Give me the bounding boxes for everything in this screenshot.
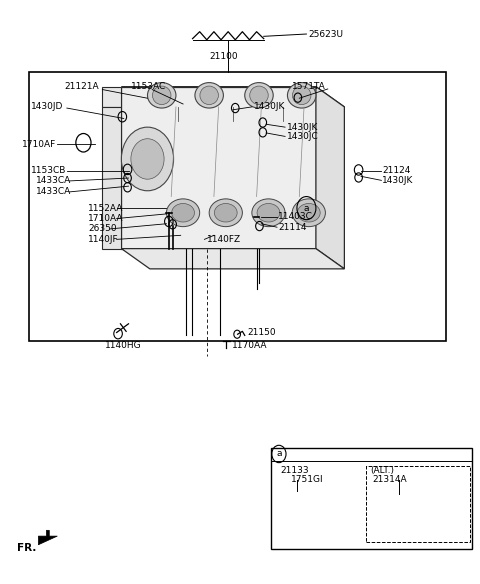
Text: 21133: 21133 [280, 465, 309, 475]
Ellipse shape [172, 203, 194, 222]
Polygon shape [102, 86, 121, 107]
Text: 11403C: 11403C [278, 213, 313, 221]
Text: a: a [276, 450, 282, 458]
Text: 1433CA: 1433CA [36, 187, 71, 196]
Ellipse shape [288, 82, 316, 108]
Text: 1430JK: 1430JK [383, 176, 414, 185]
Ellipse shape [209, 199, 242, 227]
Ellipse shape [200, 86, 218, 105]
Text: 1430JD: 1430JD [31, 102, 64, 112]
Bar [29, 72, 446, 341]
Text: 25623U: 25623U [309, 30, 344, 39]
Text: 1430JK: 1430JK [254, 102, 286, 112]
Text: FR.: FR. [17, 543, 36, 552]
Polygon shape [121, 86, 344, 107]
Text: 1152AA: 1152AA [88, 204, 123, 213]
Text: 21114: 21114 [278, 223, 306, 232]
Text: 1710AA: 1710AA [88, 214, 124, 223]
Ellipse shape [195, 82, 223, 108]
Ellipse shape [250, 86, 268, 105]
Text: 1140HG: 1140HG [105, 340, 142, 350]
Ellipse shape [292, 199, 325, 227]
Text: 26350: 26350 [88, 224, 117, 234]
Text: 1140JF: 1140JF [88, 235, 119, 244]
Text: 1430JK: 1430JK [288, 123, 319, 131]
Text: 1571TA: 1571TA [292, 82, 326, 91]
Polygon shape [38, 530, 57, 545]
Ellipse shape [298, 203, 320, 222]
Ellipse shape [147, 82, 176, 108]
Bar [271, 448, 472, 550]
Text: 21121A: 21121A [64, 82, 99, 91]
Polygon shape [121, 249, 344, 269]
Ellipse shape [292, 86, 311, 105]
Text: 1433CA: 1433CA [36, 176, 71, 186]
Text: a: a [304, 204, 309, 213]
Text: 21100: 21100 [209, 52, 238, 61]
Polygon shape [102, 107, 121, 249]
Polygon shape [316, 86, 344, 269]
Text: 21124: 21124 [383, 166, 411, 175]
Ellipse shape [245, 82, 273, 108]
Ellipse shape [167, 199, 200, 227]
Circle shape [131, 139, 164, 179]
Polygon shape [121, 86, 316, 249]
Ellipse shape [153, 86, 171, 105]
Text: 21150: 21150 [247, 328, 276, 337]
Text: 1153AC: 1153AC [131, 82, 166, 91]
Circle shape [121, 127, 174, 191]
Text: 1140FZ: 1140FZ [207, 235, 241, 244]
Ellipse shape [215, 203, 237, 222]
Ellipse shape [252, 199, 285, 227]
Text: 1170AA: 1170AA [231, 341, 267, 350]
Text: (ALT.): (ALT.) [371, 465, 395, 475]
Text: 1710AF: 1710AF [22, 140, 56, 149]
Text: 1430JC: 1430JC [288, 132, 319, 141]
Bar [366, 465, 470, 542]
Ellipse shape [257, 203, 280, 222]
Text: 1153CB: 1153CB [31, 166, 67, 175]
Text: 1751GI: 1751GI [291, 475, 324, 485]
Text: 21314A: 21314A [373, 475, 408, 485]
